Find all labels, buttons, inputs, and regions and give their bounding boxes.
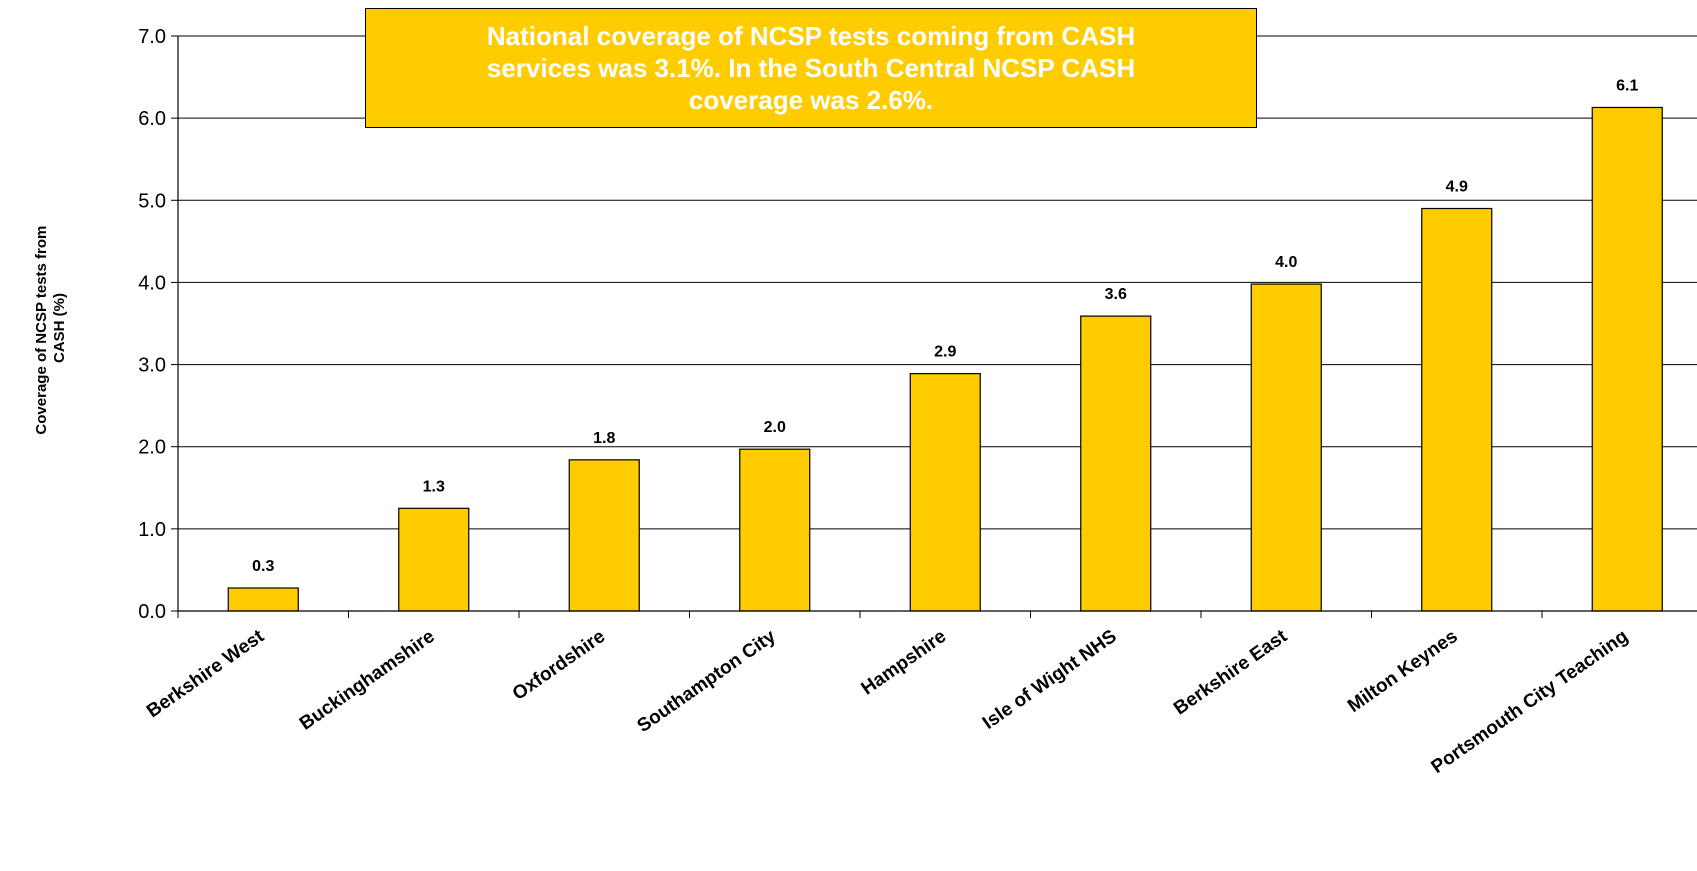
x-tick-label: Southampton City [634, 626, 780, 737]
bar-oxfordshire [568, 459, 640, 612]
data-label: 4.9 [1446, 179, 1468, 196]
data-label: 6.1 [1616, 77, 1638, 94]
y-tick-label: 6.0 [138, 108, 166, 130]
bar-hampshire [909, 373, 981, 612]
x-tick-label: Hampshire [858, 626, 950, 700]
y-tick-label: 1.0 [138, 519, 166, 541]
y-tick-label: 5.0 [138, 190, 166, 212]
x-axis-ticks: Berkshire West Buckinghamshire Oxfordshire… [143, 611, 1632, 778]
x-tick-label: Milton Keynes [1344, 626, 1462, 717]
callout-line-2: services was 3.1%. In the South Central … [486, 53, 1136, 83]
data-label: 0.3 [252, 558, 274, 575]
bar-portsmouth-city-teaching [1591, 106, 1663, 612]
data-label: 2.9 [934, 344, 956, 361]
y-axis-ticks: 0.0 1.0 2.0 3.0 4.0 5.0 6.0 7.0 [138, 26, 178, 623]
y-tick-label: 0.0 [138, 601, 166, 623]
callout-line-1: National coverage of NCSP tests coming f… [486, 21, 1136, 51]
y-axis-label: Coverage of NCSP tests from CASH (%) [33, 221, 68, 434]
bars [227, 106, 1663, 612]
bar-buckinghamshire [398, 507, 470, 612]
x-tick-label: Oxfordshire [509, 626, 609, 705]
data-labels: 0.3 1.3 1.8 2.0 2.9 3.6 4.0 4.9 6.1 [252, 77, 1638, 575]
y-tick-label: 4.0 [138, 272, 166, 294]
x-tick-label: Berkshire West [143, 626, 269, 723]
y-axis-label-line-1: Coverage of NCSP tests from [33, 226, 50, 435]
coverage-callout-box: National coverage of NCSP tests coming f… [365, 8, 1257, 128]
x-tick-label: Buckinghamshire [296, 626, 439, 735]
bar-southampton-city [739, 448, 811, 612]
y-axis-label-line-2: CASH (%) [51, 293, 68, 363]
y-tick-label: 3.0 [138, 355, 166, 377]
y-tick-label: 7.0 [138, 26, 166, 48]
x-tick-label: Berkshire East [1170, 626, 1292, 720]
x-tick-label: Isle of Wight NHS [979, 626, 1121, 734]
data-label: 2.0 [764, 419, 786, 436]
data-label: 1.8 [593, 430, 615, 447]
callout-line-3: coverage was 2.6%. [688, 85, 934, 115]
bar-isle-of-wight-nhs [1080, 315, 1152, 612]
bar-milton-keynes [1421, 207, 1493, 612]
x-tick-label: Portsmouth City Teaching [1428, 626, 1633, 778]
data-label: 1.3 [423, 478, 445, 495]
y-tick-label: 2.0 [138, 437, 166, 459]
data-label: 3.6 [1105, 286, 1127, 303]
data-label: 4.0 [1275, 254, 1297, 271]
bar-berkshire-east [1250, 283, 1322, 612]
bar-berkshire-west [227, 587, 299, 612]
